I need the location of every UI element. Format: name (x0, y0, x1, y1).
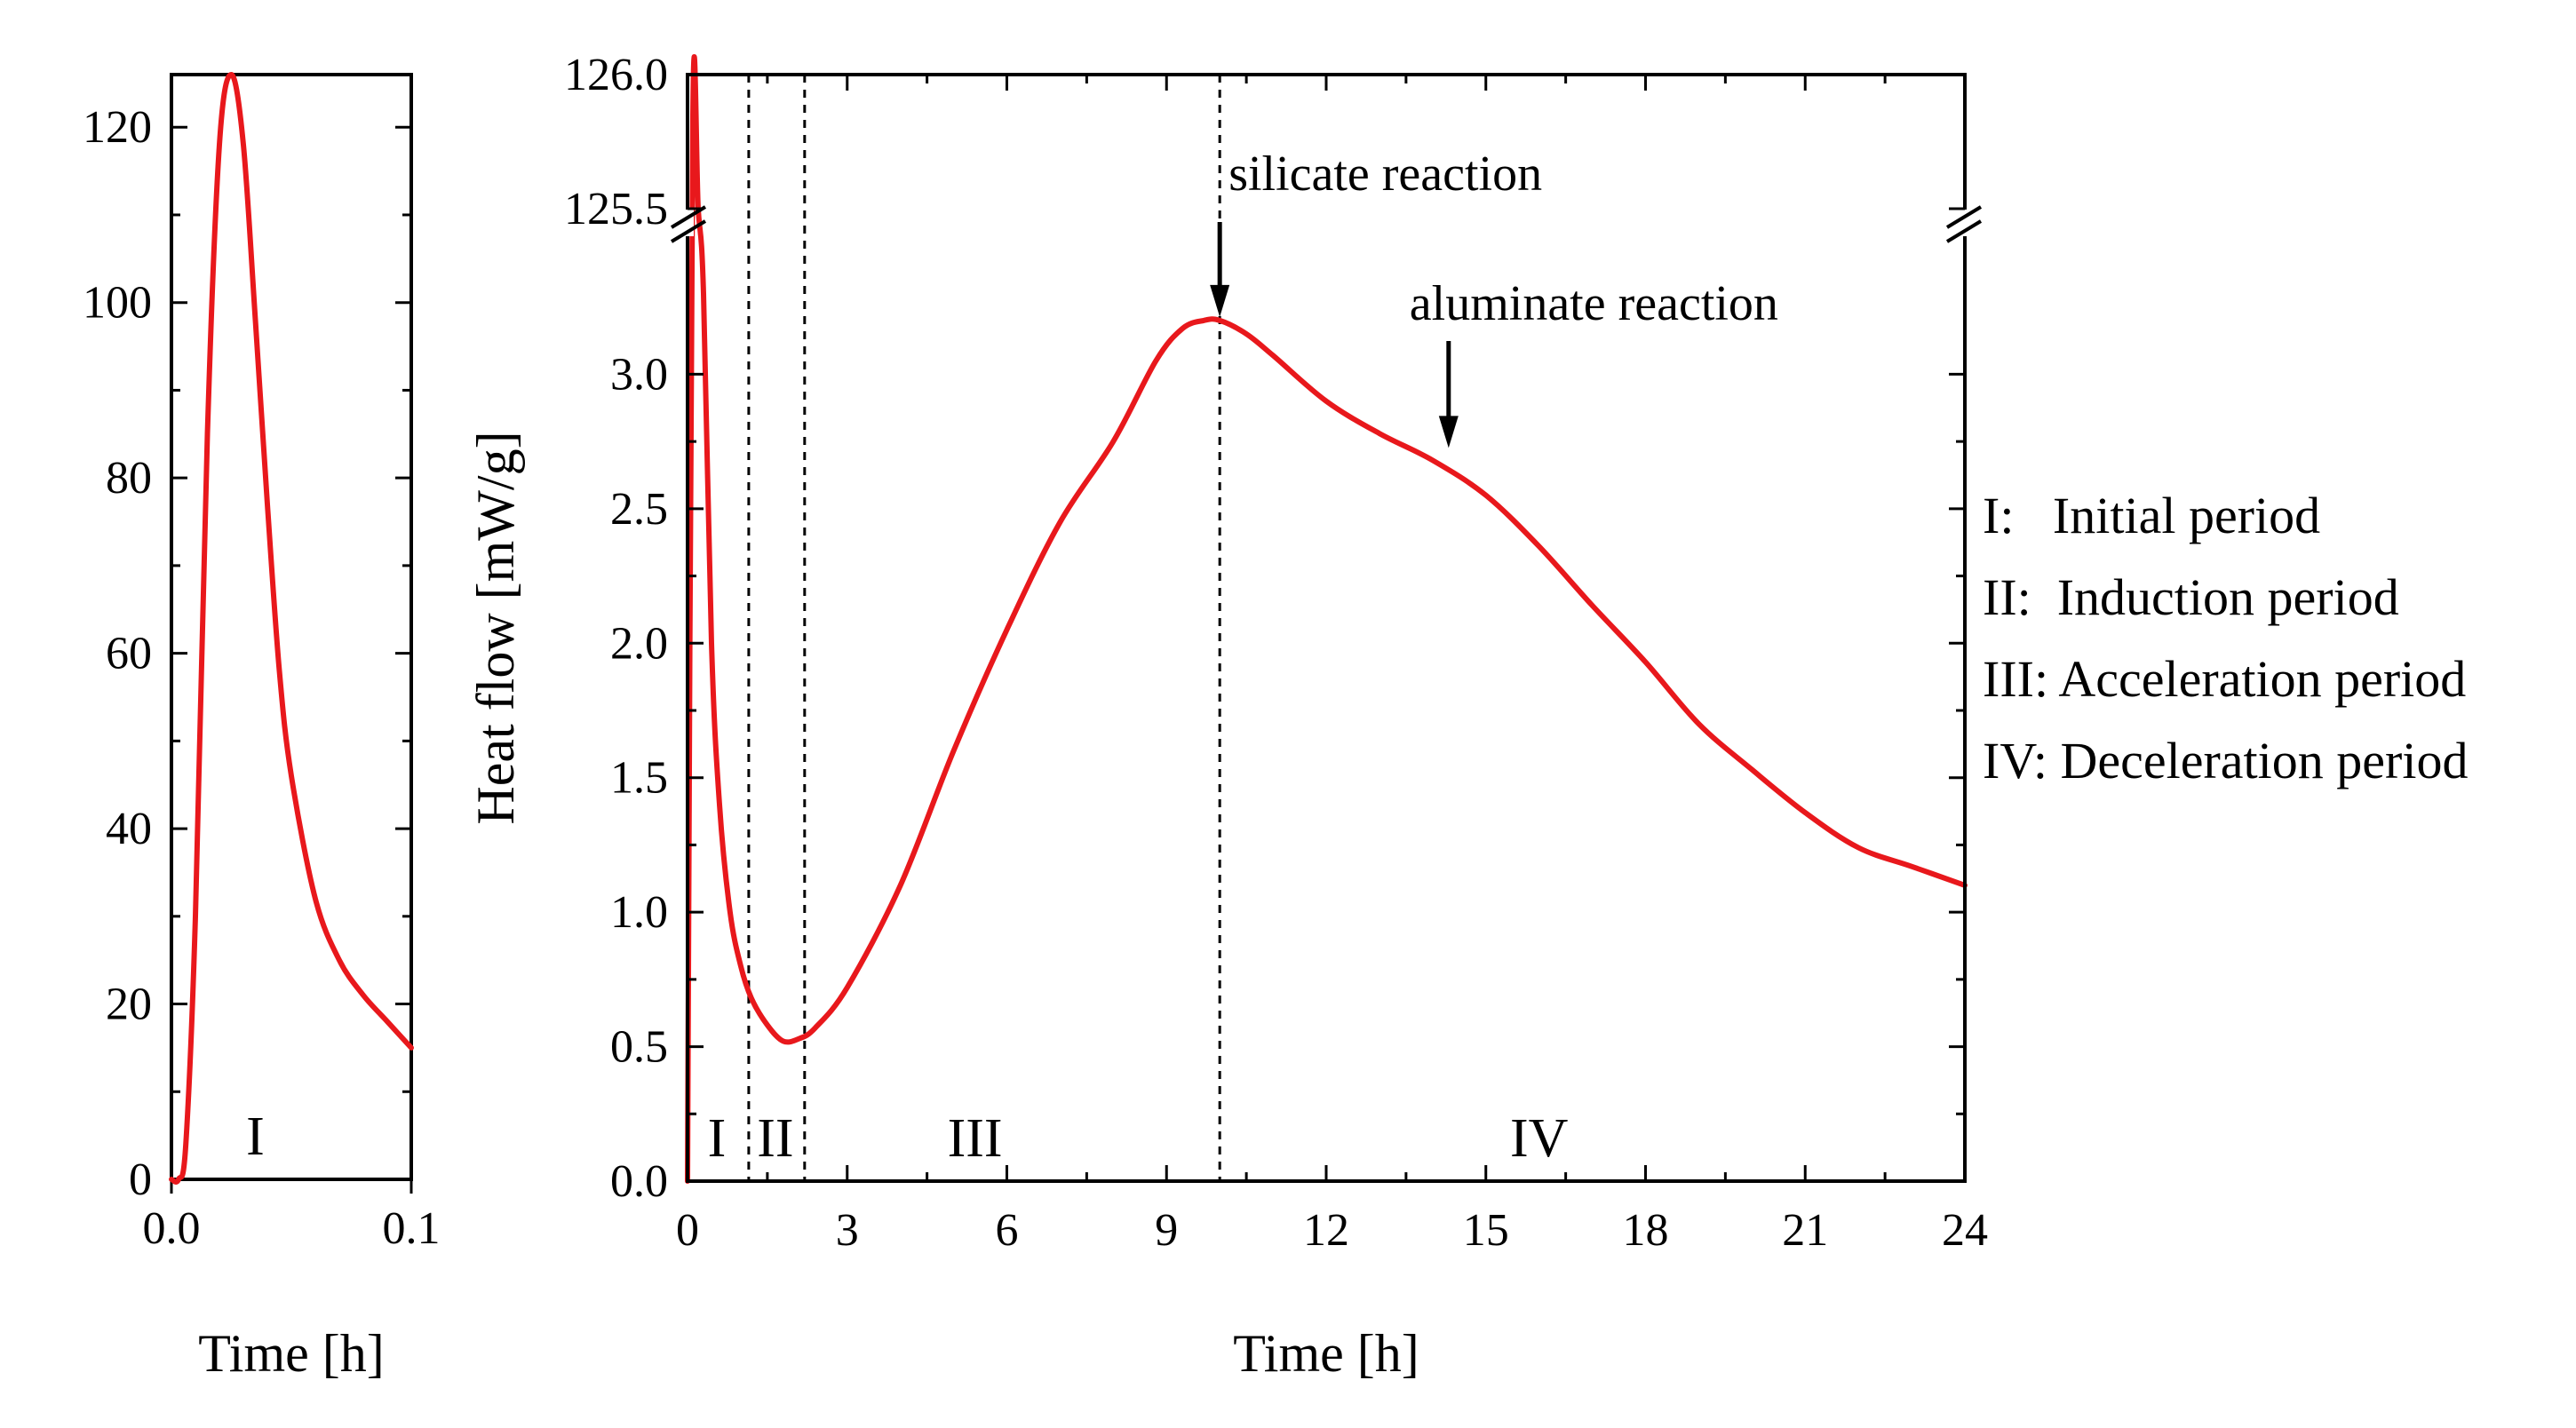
region-label: IV (1510, 1108, 1569, 1169)
main-y-axis-title: Heat flow [mW/g] (466, 431, 525, 824)
region-label: III (948, 1108, 1003, 1169)
main-ytick-label: 1.0 (610, 887, 668, 938)
main-ytick-label: 2.0 (610, 618, 668, 669)
inset-y-axis: 0 20 40 60 80 100 120 (83, 102, 411, 1205)
main-xtick-label: 18 (1623, 1205, 1669, 1256)
main-xtick-label: 3 (836, 1205, 859, 1256)
inset-ytick-label: 80 (106, 453, 152, 504)
main-ytick-label: 3.0 (610, 349, 668, 400)
main-ytick-label: 1.5 (610, 753, 668, 804)
inset-x-axis-title: Time [h] (198, 1324, 384, 1383)
region-label: II (757, 1108, 793, 1169)
inset-ytick-label: 20 (106, 980, 152, 1030)
legend-entry-initial: I: Initial period (1983, 487, 2320, 544)
main-xtick-label: 9 (1155, 1205, 1178, 1256)
main-ytick-label: 125.5 (564, 184, 668, 234)
inset-ytick-label: 0 (129, 1154, 152, 1205)
inset-ytick-label: 60 (106, 629, 152, 679)
main-ytick-label: 0.0 (610, 1156, 668, 1207)
main-panel: 0.0 0.5 1.0 1.5 2.0 2.5 3.0 125.5 126.0 0 3 6 9 12 15… (466, 50, 1988, 1383)
main-ytick-label: 0.5 (610, 1022, 668, 1073)
inset-ytick-label: 120 (83, 102, 152, 153)
main-ytick-label: 126.0 (564, 50, 668, 100)
axis-break-right-slash-2 (1945, 219, 1983, 243)
aluminate-reaction-label: aluminate reaction (1410, 276, 1778, 331)
axis-break-left-slash-2 (670, 219, 707, 243)
inset-x-axis: 0.0 0.1 (143, 1179, 441, 1254)
inset-plot-frame (170, 73, 413, 1181)
axis-break-left (670, 205, 707, 243)
aluminate-arrow-head (1438, 416, 1459, 448)
inset-panel: 0 20 40 60 80 100 120 0.0 0.1 I Time [h] (83, 72, 441, 1383)
main-xtick-label: 12 (1303, 1205, 1349, 1256)
inset-xtick-label: 0.1 (383, 1203, 441, 1254)
legend-entry-induction: II: Induction period (1983, 568, 2399, 626)
inset-xtick-label: 0.0 (143, 1203, 201, 1254)
main-xtick-label: 0 (676, 1205, 699, 1256)
main-xtick-label: 24 (1942, 1205, 1988, 1256)
axis-break-right-slash-1 (1945, 205, 1983, 229)
legend-entry-acceleration: III: Acceleration period (1983, 650, 2466, 708)
main-xtick-label: 6 (996, 1205, 1019, 1256)
period-dividers (747, 75, 1221, 1181)
main-heat-flow-line (685, 54, 1968, 1184)
main-xtick-label: 21 (1782, 1205, 1828, 1256)
main-x-axis: 0 3 6 9 12 15 18 21 24 (676, 75, 1988, 1256)
main-plot-frame (686, 73, 1967, 1183)
legend-entry-deceleration: IV: Deceleration period (1983, 732, 2468, 789)
main-region-labels: I II III IV (708, 1108, 1569, 1169)
main-ytick-label: 2.5 (610, 484, 668, 535)
region-label: I (708, 1108, 727, 1169)
inset-heat-flow-line (169, 72, 414, 1185)
silicate-arrow-head (1210, 284, 1230, 317)
axis-break-right (1945, 205, 1983, 243)
aluminate-annotation: aluminate reaction (1410, 276, 1778, 448)
inset-region-label-I: I (246, 1107, 265, 1167)
silicate-annotation: silicate reaction (1210, 147, 1542, 317)
period-legend: I: Initial period II: Induction period I… (1983, 487, 2468, 789)
silicate-reaction-label: silicate reaction (1228, 147, 1542, 202)
inset-ytick-label: 100 (83, 278, 152, 329)
main-xtick-label: 15 (1463, 1205, 1509, 1256)
main-x-axis-title: Time [h] (1233, 1324, 1419, 1383)
inset-ytick-label: 40 (106, 804, 152, 854)
main-y-axis: 0.0 0.5 1.0 1.5 2.0 2.5 3.0 125.5 126.0 (564, 50, 1965, 1207)
axis-break-left-slash-1 (670, 205, 707, 229)
